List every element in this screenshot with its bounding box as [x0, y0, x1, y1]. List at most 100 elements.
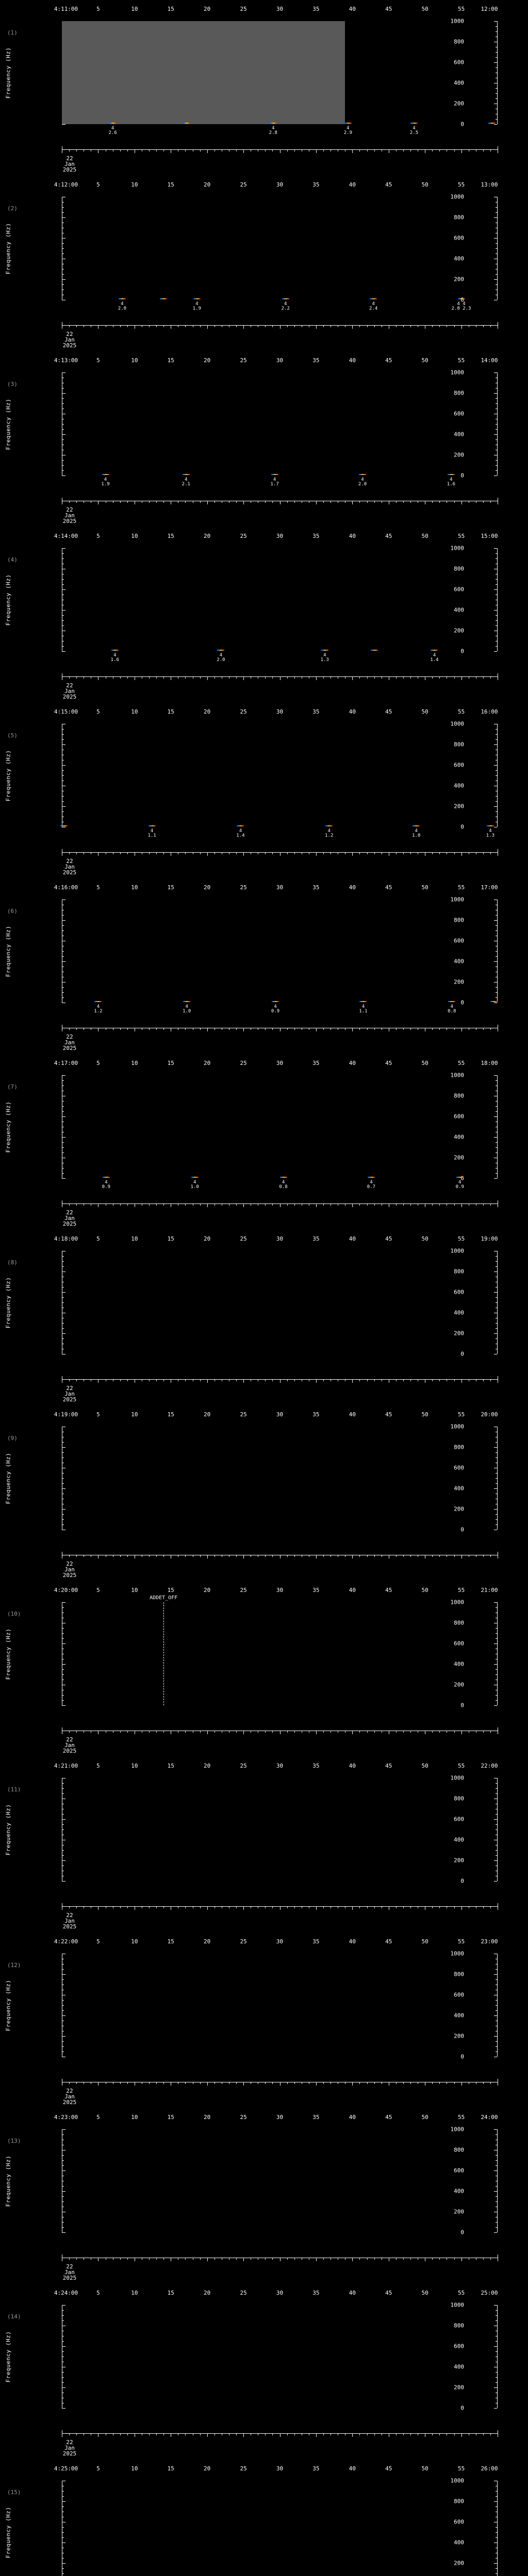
x-tick-minor [287, 2258, 288, 2260]
x-tick-minor [403, 1555, 404, 1557]
y-tick-label: 1000 [450, 1599, 465, 1606]
x-tick-major [207, 325, 208, 329]
x-tick-label: 5 [96, 2465, 100, 2472]
y-tick-minor-right [496, 248, 498, 249]
y-tick-label: 200 [454, 1681, 464, 1688]
x-tick-minor [359, 1555, 360, 1557]
y-tick-label: 800 [454, 565, 464, 572]
y-tick-minor [62, 801, 64, 802]
x-tick-label: 35 [312, 1587, 320, 1594]
x-tick-label: 45 [385, 533, 392, 539]
x-tick-minor [410, 1379, 411, 1381]
x-tick-minor [272, 1379, 273, 1381]
x-tick-minor [483, 1731, 484, 1733]
date-line: 22 [66, 155, 73, 162]
y-tick-label: 600 [454, 1640, 464, 1647]
y-tick-right [494, 1178, 497, 1179]
x-tick-minor [439, 2082, 440, 2084]
y-tick-major [62, 2015, 65, 2016]
y-tick-label: 400 [454, 782, 464, 789]
x-tick-label: 20 [204, 1235, 211, 1242]
x-tick-label: 55 [457, 1762, 465, 1769]
x-tick-label: 40 [349, 1938, 356, 1945]
marker-label-bottom: 0.9 [271, 1009, 280, 1014]
y-tick-major [62, 589, 65, 590]
y-tick-minor [62, 620, 64, 621]
data-marker [448, 1001, 456, 1002]
y-axis-title: Frequency (Hz) [4, 1075, 12, 1178]
marker-label: 4 2.9 [344, 126, 352, 135]
x-tick-label: 35 [312, 1235, 320, 1242]
plot-area [62, 1075, 498, 1178]
y-tick-minor [62, 811, 64, 812]
x-tick-minor [200, 149, 201, 151]
x-tick-label: 5 [96, 1411, 100, 1418]
marker-label-top: 4 [193, 1180, 196, 1185]
y-tick-minor-right [496, 67, 498, 68]
marker-label: 4 4 2.8 2.3 [452, 302, 471, 311]
x-tick-minor [410, 501, 411, 503]
x-tick-label: 20 [204, 1938, 211, 1945]
x-tick-minor [294, 1731, 295, 1733]
x-tick-major [243, 325, 244, 329]
y-tick-minor-right [496, 615, 498, 616]
y-tick-label: 400 [454, 79, 464, 87]
marker-label: 4 1.3 [321, 653, 329, 663]
y-axis-right-line [497, 1778, 498, 1881]
y-axis-right-line [497, 197, 498, 300]
x-tick-label: 50 [421, 1762, 428, 1769]
y-tick-minor-right [496, 729, 498, 730]
marker-label-bottom: 1.1 [359, 1009, 368, 1014]
x-tick-label: 30 [276, 1411, 284, 1418]
x-tick-label: 25 [240, 533, 247, 539]
x-tick-label: 25 [240, 1235, 247, 1242]
y-tick-minor-right [496, 646, 498, 647]
x-axis-start-label: 4:16:00 [54, 884, 78, 891]
plot-area [62, 900, 498, 1003]
x-tick-minor [454, 676, 455, 679]
date-line: 22 [66, 1209, 73, 1216]
plot-area [62, 724, 498, 827]
y-tick-minor [62, 997, 64, 998]
x-tick-minor [403, 2258, 404, 2260]
x-tick-minor [403, 1379, 404, 1381]
marker-label: 4 1.1 [147, 829, 156, 838]
x-tick-major [352, 501, 353, 504]
x-tick-label: 40 [349, 1235, 356, 1242]
x-tick-label: 25 [240, 181, 247, 188]
y-tick-minor [62, 579, 64, 580]
date-stack: 22 Jan 2025 [46, 2088, 93, 2105]
x-tick-minor [403, 1028, 404, 1030]
y-tick-minor [62, 1783, 64, 1784]
panel-number: (11) [7, 1786, 21, 1793]
panel-number: (8) [7, 1259, 18, 1266]
y-tick-minor-right [496, 811, 498, 812]
y-tick-minor [62, 2341, 64, 2342]
y-axis-title-text: Frequency (Hz) [5, 1101, 12, 1153]
data-marker [410, 123, 418, 124]
x-axis-start-label: 4:25:00 [54, 2465, 78, 2472]
y-tick-right [494, 589, 497, 590]
x-tick-minor [432, 2433, 433, 2435]
x-tick-minor [359, 501, 360, 503]
x-tick-minor [374, 676, 375, 679]
y-tick-minor-right [496, 1478, 498, 1479]
y-tick-label: 600 [454, 2343, 464, 2350]
marker-label: 4 0.9 [456, 1180, 464, 1190]
y-tick-minor [62, 2000, 64, 2001]
y-tick-major [62, 610, 65, 611]
y-tick-minor [62, 2201, 64, 2202]
x-tick-minor [214, 676, 215, 679]
y-tick-major [62, 1643, 65, 1644]
y-tick-minor-right [496, 1323, 498, 1324]
x-tick-label: 35 [312, 6, 320, 12]
date-line: Jan [64, 1918, 75, 1924]
x-tick-minor [236, 676, 237, 679]
x-tick-minor [214, 1906, 215, 1908]
y-tick-minor [62, 2573, 64, 2574]
x-tick-minor [323, 1379, 324, 1381]
y-tick-major [62, 1447, 65, 1448]
y-tick-minor-right [496, 2496, 498, 2497]
y-tick-minor [62, 553, 64, 554]
